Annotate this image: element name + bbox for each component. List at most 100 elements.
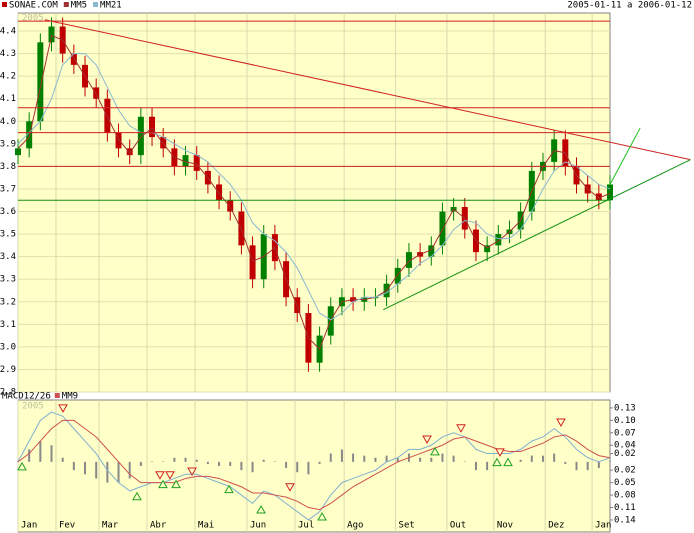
x-tick-label: Dez bbox=[548, 521, 564, 531]
y-tick-label: 0.05 bbox=[614, 478, 636, 488]
x-tick-label: Jan bbox=[595, 521, 611, 531]
candle-body bbox=[115, 132, 122, 149]
trend-line bbox=[609, 127, 641, 185]
x-tick-label: Mai bbox=[198, 521, 214, 531]
macd-line bbox=[17, 419, 611, 511]
x-tick-label: Ago bbox=[347, 521, 363, 531]
y-tick-label: 2.8 bbox=[0, 388, 16, 398]
y-tick-label: 0.08 bbox=[614, 491, 636, 501]
y-tick-label: 3.6 bbox=[0, 207, 16, 217]
candle-body bbox=[439, 211, 446, 246]
candle-body bbox=[484, 245, 491, 253]
candle-body bbox=[495, 234, 502, 246]
price-panel bbox=[17, 12, 611, 393]
y-tick-label: 3.7 bbox=[0, 184, 16, 194]
y-tick-label: 4.1 bbox=[0, 94, 16, 104]
y-tick-label: 0.02 bbox=[614, 449, 636, 459]
y-tick-label: 0.07 bbox=[614, 428, 636, 438]
candle-body bbox=[216, 184, 223, 201]
candle-body bbox=[182, 155, 189, 167]
x-tick-label: Out bbox=[450, 521, 466, 531]
x-tick-label: Jan bbox=[21, 521, 37, 531]
y-tick-label: 0.11 bbox=[614, 503, 636, 513]
signal-marker bbox=[17, 461, 27, 471]
signal-marker bbox=[503, 457, 513, 467]
candle-body bbox=[93, 87, 100, 99]
signal-marker bbox=[495, 448, 505, 457]
y-tick-label: 0.10 bbox=[614, 416, 636, 426]
y-tick-label: 3.8 bbox=[0, 162, 16, 172]
legend-label: MM9 bbox=[62, 392, 78, 402]
candle-body bbox=[160, 137, 167, 149]
legend-swatch bbox=[63, 2, 69, 7]
x-tick-label: Nov bbox=[497, 521, 513, 531]
signal-marker bbox=[187, 467, 197, 476]
y-tick-label: 0.04 bbox=[614, 441, 636, 451]
signal-marker bbox=[456, 424, 466, 433]
signal-marker bbox=[492, 457, 502, 467]
signal-marker bbox=[256, 504, 266, 514]
corner-label: 2005 bbox=[22, 14, 44, 24]
x-tick-label: Jul bbox=[298, 521, 314, 531]
y-tick-label: 3.9 bbox=[0, 139, 16, 149]
candle-body bbox=[104, 98, 111, 133]
signal-marker bbox=[58, 404, 68, 413]
candle-body bbox=[428, 245, 435, 257]
x-tick-label: Abr bbox=[150, 521, 167, 531]
candle-body bbox=[249, 245, 256, 280]
y-tick-label: 3.3 bbox=[0, 275, 16, 285]
y-tick-label: 3.0 bbox=[0, 342, 16, 352]
candle-body bbox=[149, 116, 156, 138]
x-tick-label: Set bbox=[399, 521, 415, 531]
y-tick-label: 3.5 bbox=[0, 230, 16, 240]
trend-line bbox=[44, 19, 691, 161]
y-tick-label: 4.3 bbox=[0, 49, 16, 59]
signal-marker bbox=[317, 512, 327, 521]
legend-label: MACD12/26 bbox=[2, 392, 51, 402]
x-tick-label: Jun bbox=[250, 521, 266, 531]
signal-marker bbox=[422, 435, 432, 445]
y-tick-label: 3.1 bbox=[0, 320, 16, 330]
corner-label: 2005 bbox=[22, 402, 44, 412]
candle-body bbox=[227, 200, 234, 212]
signal-marker bbox=[430, 446, 440, 456]
candle-body bbox=[15, 148, 21, 156]
candle-body bbox=[394, 267, 401, 284]
y-tick-label: 3.2 bbox=[0, 297, 16, 307]
legend-label: MM5 bbox=[71, 1, 87, 11]
legend-swatch bbox=[93, 2, 99, 7]
legend-swatch bbox=[54, 393, 60, 398]
signal-marker bbox=[556, 418, 566, 428]
signal-marker bbox=[132, 491, 142, 501]
signal-marker bbox=[165, 471, 175, 480]
candle-body bbox=[37, 42, 44, 122]
y-tick-label: 0.14 bbox=[614, 515, 636, 525]
y-tick-label: 4.0 bbox=[0, 117, 16, 127]
moving-average bbox=[17, 53, 611, 321]
y-tick-label: 0.13 bbox=[614, 403, 636, 413]
signal-marker bbox=[171, 479, 181, 489]
signal-marker bbox=[224, 484, 234, 494]
signal-marker bbox=[285, 483, 295, 492]
signal-marker bbox=[155, 471, 165, 480]
x-tick-label: Fev bbox=[59, 521, 75, 531]
macd-line bbox=[17, 411, 611, 521]
candle-body bbox=[137, 116, 144, 156]
y-tick-label: 0.02 bbox=[614, 466, 636, 476]
candle-body bbox=[193, 155, 200, 171]
moving-average bbox=[17, 34, 611, 351]
y-tick-label: 3.4 bbox=[0, 252, 16, 262]
y-tick-label: 4.2 bbox=[0, 72, 16, 82]
candle-body bbox=[238, 211, 245, 246]
candle-body bbox=[48, 26, 55, 43]
y-tick-label: 2.9 bbox=[0, 365, 16, 375]
legend-swatch bbox=[2, 2, 7, 7]
candle-body bbox=[70, 53, 77, 65]
date-range: 2005-01-11 a 2006-01-12 bbox=[567, 1, 692, 11]
legend-label: MM21 bbox=[100, 1, 122, 11]
candle-body bbox=[405, 252, 412, 268]
y-tick-label: 4.4 bbox=[0, 27, 16, 37]
trend-line bbox=[383, 159, 691, 311]
candle-body bbox=[607, 184, 613, 201]
